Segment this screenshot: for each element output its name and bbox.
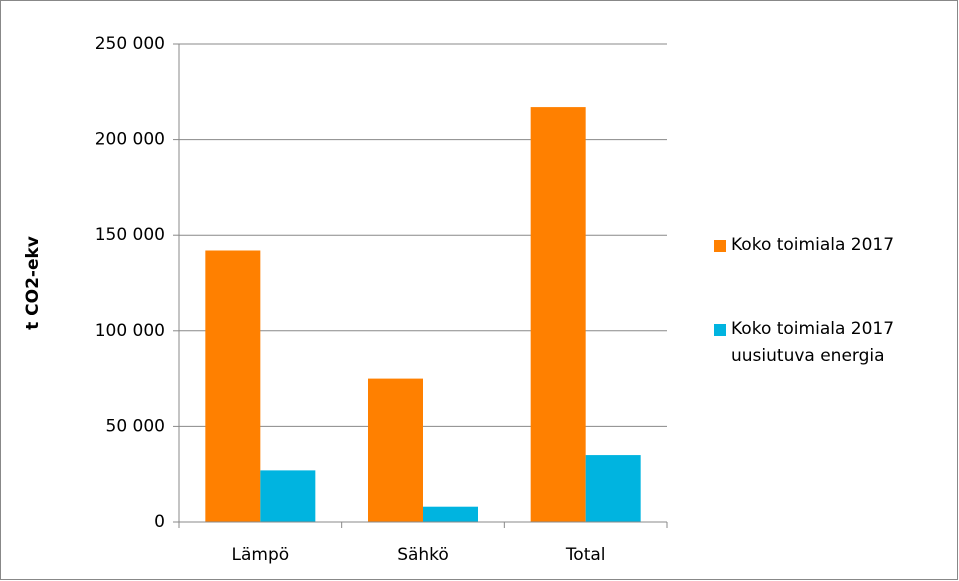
y-tick-label: 200 000 — [95, 130, 165, 150]
y-tick-label: 0 — [154, 512, 165, 532]
legend-item: Koko toimiala 2017 uusiutuva energia — [714, 316, 954, 370]
x-tick-label: Total — [565, 545, 606, 565]
bar — [368, 378, 423, 522]
bar — [260, 470, 316, 522]
legend-item: Koko toimiala 2017 — [714, 232, 954, 259]
x-tick-label: Lämpö — [232, 545, 290, 565]
legend-label: Koko toimiala 2017 uusiutuva energia — [731, 319, 895, 366]
y-tick-label: 100 000 — [95, 321, 165, 341]
y-tick-label: 50 000 — [106, 416, 165, 436]
y-tick-label: 250 000 — [95, 34, 165, 54]
bar — [585, 455, 641, 522]
legend-swatch — [714, 324, 726, 336]
legend-swatch — [714, 240, 726, 252]
bar — [530, 107, 586, 522]
bar — [205, 250, 261, 522]
x-tick-label: Sähkö — [397, 545, 449, 565]
legend-label: Koko toimiala 2017 — [731, 235, 895, 255]
y-axis-title: t CO2-ekv — [23, 236, 43, 330]
y-tick-label: 150 000 — [95, 225, 165, 245]
bar — [423, 506, 478, 522]
